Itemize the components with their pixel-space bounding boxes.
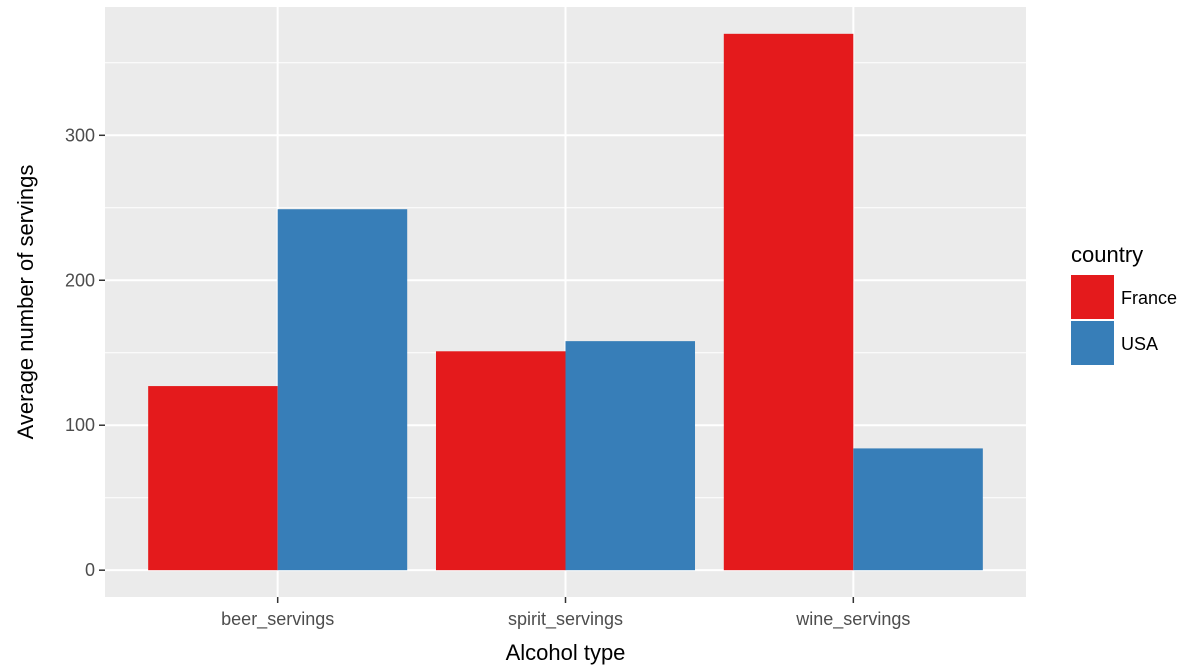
legend: country France USA bbox=[1071, 242, 1177, 365]
bar-france-spirit_servings bbox=[435, 351, 566, 571]
x-axis-title: Alcohol type bbox=[506, 640, 626, 665]
bars bbox=[148, 33, 983, 571]
x-axis: beer_servings spirit_servings wine_serving… bbox=[221, 597, 910, 630]
x-tick-label: spirit_servings bbox=[508, 609, 623, 630]
y-axis: 0 100 200 300 bbox=[65, 125, 105, 580]
bar-usa-beer_servings bbox=[277, 209, 408, 571]
y-tick-label: 0 bbox=[85, 560, 95, 580]
y-tick-label: 300 bbox=[65, 125, 95, 145]
bar-usa-wine_servings bbox=[853, 448, 983, 571]
y-tick-label: 200 bbox=[65, 270, 95, 290]
y-axis-title: Average number of servings bbox=[13, 165, 38, 440]
legend-label-usa: USA bbox=[1121, 334, 1158, 354]
x-tick-label: beer_servings bbox=[221, 609, 334, 630]
bar-france-beer_servings bbox=[148, 386, 278, 571]
y-tick-label: 100 bbox=[65, 415, 95, 435]
legend-swatch-usa bbox=[1071, 321, 1114, 365]
legend-label-france: France bbox=[1121, 288, 1177, 308]
legend-title: country bbox=[1071, 242, 1143, 267]
bar-usa-spirit_servings bbox=[565, 341, 696, 571]
x-tick-label: wine_servings bbox=[795, 609, 910, 630]
bar-france-wine_servings bbox=[723, 33, 854, 571]
legend-swatch-france bbox=[1071, 275, 1114, 319]
